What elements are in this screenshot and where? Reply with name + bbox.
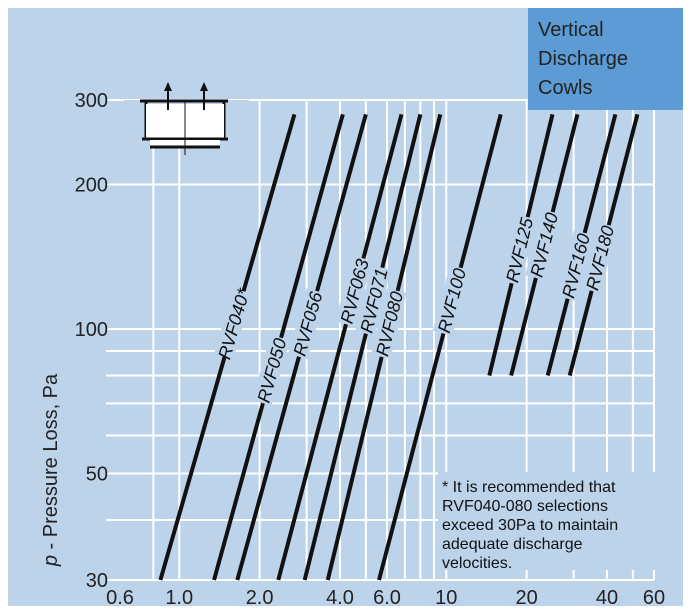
cowl-icon (124, 82, 249, 155)
y-axis-label: p - Pressure Loss, Pa (40, 373, 62, 567)
x-tick-label: 40 (596, 587, 618, 609)
footnote-line-2: RVF040-080 selections (442, 498, 608, 515)
series-label-background (288, 288, 326, 360)
y-tick-label: 50 (86, 464, 108, 486)
x-tick-label: 20 (515, 587, 537, 609)
series-label-background (370, 288, 407, 360)
series-label-background (355, 264, 392, 336)
y-tick-label: 100 (75, 319, 108, 341)
series-label-background (252, 334, 290, 406)
footnote: * It is recommended that RVF040-080 sele… (442, 479, 623, 572)
series-line-rvf071 (302, 113, 423, 581)
x-tick-labels: 0.6 1.0 2.0 4.0 6.0 10 20 40 60 (106, 587, 665, 609)
x-tick-label: 2.0 (246, 587, 274, 609)
series-label-background (500, 214, 537, 286)
x-tick-label: 0.6 (106, 587, 134, 609)
series-label-background (335, 255, 373, 327)
x-tick-label: 10 (435, 587, 457, 609)
x-tick-label: 4.0 (326, 587, 354, 609)
y-tick-labels: 30 50 100 200 300 (75, 90, 108, 592)
x-tick-label: 1.0 (165, 587, 193, 609)
chart-title: Vertical Discharge Cowls (538, 19, 634, 99)
y-tick-label: 30 (86, 570, 108, 592)
series-label-background (525, 209, 562, 281)
y-tick-label: 200 (75, 175, 108, 197)
y-tick-label: 300 (75, 90, 108, 112)
series-label-background (556, 230, 594, 302)
title-box (528, 8, 683, 110)
y-axis-label-text: - Pressure Loss, Pa (40, 373, 62, 555)
footnote-line-1: * It is recommended that (442, 479, 616, 496)
series-label-background (432, 264, 470, 336)
series-line-rvf100 (377, 113, 503, 581)
footnote-line-5: velocities. (442, 555, 512, 572)
series-label-background (580, 222, 618, 294)
chart-title-line-2: Discharge (538, 48, 628, 70)
x-tick-label: 60 (643, 587, 665, 609)
note-background (438, 472, 664, 570)
x-tick-label: 6.0 (373, 587, 401, 609)
chart-title-line-3: Cowls (538, 77, 592, 99)
series-line-rvf063 (276, 113, 404, 581)
footnote-line-3: exceed 30Pa to maintain (442, 517, 618, 534)
footnote-line-4: adequate discharge (442, 536, 583, 553)
chart-title-line-1: Vertical (538, 19, 604, 41)
series-label-background (214, 288, 253, 360)
